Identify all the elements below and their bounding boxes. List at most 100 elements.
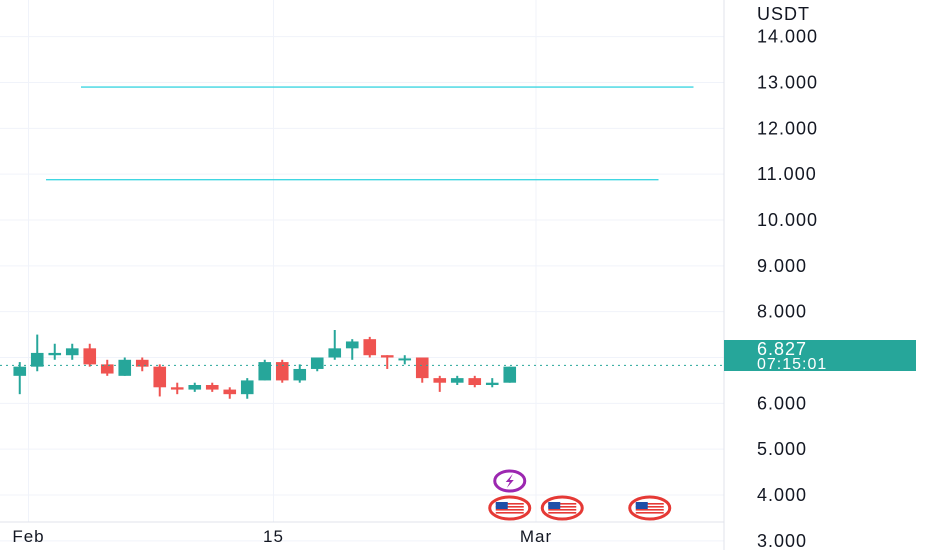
candle-body	[450, 378, 464, 383]
candle-body	[363, 339, 377, 356]
flag-stripe	[548, 509, 577, 511]
candle[interactable]	[170, 382, 184, 395]
candle[interactable]	[223, 387, 237, 399]
candle[interactable]	[398, 355, 412, 365]
candle-body	[485, 382, 499, 385]
candle-body	[135, 359, 149, 367]
candle[interactable]	[363, 336, 377, 358]
us-flag-icon[interactable]	[540, 495, 584, 521]
candle[interactable]	[118, 357, 132, 376]
candle-body	[415, 357, 429, 379]
candle-body	[30, 352, 44, 367]
candle-body	[310, 357, 324, 369]
y-tick-label: 14.000	[757, 27, 818, 47]
candle-body	[433, 378, 447, 383]
candle[interactable]	[240, 378, 254, 399]
candle-body	[100, 364, 114, 374]
grid-lines	[0, 0, 724, 542]
y-tick-label: 11.000	[757, 164, 817, 184]
candle[interactable]	[310, 357, 324, 372]
x-tick-label: 15	[263, 527, 284, 546]
lightning-bolt	[505, 474, 514, 488]
candle-body	[118, 359, 132, 376]
candle[interactable]	[503, 366, 517, 383]
candle[interactable]	[135, 357, 149, 372]
candle-countdown-label: 07:15:01	[757, 356, 827, 373]
flag-stripe	[495, 512, 524, 514]
flag-stripe	[495, 506, 524, 508]
candle-body	[83, 348, 97, 365]
us-flag-icon[interactable]	[628, 495, 672, 521]
currency-label: USDT	[757, 4, 810, 24]
candle[interactable]	[153, 364, 167, 397]
y-tick-label: 9.000	[757, 256, 807, 276]
current-price-label: 6.827	[757, 339, 807, 359]
flag-stripe	[548, 503, 577, 505]
flag-stripe	[495, 503, 524, 505]
y-tick-label: 6.000	[757, 393, 807, 413]
horizontal-levels[interactable]	[46, 86, 694, 181]
candle[interactable]	[188, 382, 202, 392]
candle[interactable]	[100, 359, 114, 376]
candle[interactable]	[13, 362, 27, 395]
candle-body	[188, 385, 202, 390]
flag-stripe	[495, 509, 524, 511]
candle-body	[380, 355, 394, 358]
candle-body	[398, 358, 412, 361]
candle[interactable]	[468, 375, 482, 388]
candle-body	[223, 389, 237, 395]
flag-canton	[635, 502, 648, 509]
candle-body	[170, 387, 184, 390]
candle[interactable]	[485, 378, 499, 388]
candle[interactable]	[345, 339, 359, 360]
y-tick-label: 3.000	[757, 531, 807, 550]
candle[interactable]	[65, 343, 79, 360]
flag-stripe	[635, 512, 664, 514]
flag-canton	[548, 502, 561, 509]
flag-stripe	[635, 506, 664, 508]
price-axis[interactable]: USDT 14.000 13.000 12.000 11.000 10.000 9.000…	[757, 4, 818, 551]
candle[interactable]	[328, 330, 342, 360]
y-tick-label: 10.000	[757, 210, 818, 230]
candle[interactable]	[415, 357, 429, 383]
candle[interactable]	[258, 359, 272, 381]
flag-stripe	[548, 506, 577, 508]
price-badge-bg	[724, 340, 916, 371]
candle-body	[345, 341, 359, 349]
candle-body	[258, 362, 272, 381]
event-markers[interactable]	[488, 469, 672, 521]
candle-body	[240, 380, 254, 395]
x-tick-label: Feb	[12, 527, 44, 546]
flag-canton	[495, 502, 508, 509]
time-axis[interactable]: Feb 15 Mar	[12, 527, 552, 546]
flag-stripe	[635, 503, 664, 505]
candle[interactable]	[450, 375, 464, 385]
candle-body	[275, 362, 289, 381]
flag-stripe	[635, 509, 664, 511]
candle-body	[153, 366, 167, 388]
price-badge: 6.827 07:15:01	[724, 339, 916, 373]
candle[interactable]	[293, 364, 307, 383]
flag-stripe	[548, 512, 577, 514]
candle-body	[48, 352, 62, 356]
candle[interactable]	[48, 343, 62, 360]
candle[interactable]	[275, 359, 289, 383]
y-tick-label: 12.000	[757, 118, 818, 138]
candle-body	[328, 348, 342, 358]
y-tick-label: 8.000	[757, 302, 807, 322]
candle-body	[503, 366, 517, 383]
candles[interactable]	[13, 330, 517, 399]
us-flag-icon[interactable]	[488, 495, 532, 521]
x-tick-label: Mar	[520, 527, 552, 546]
candle-body	[65, 348, 79, 356]
candle[interactable]	[433, 375, 447, 392]
candle[interactable]	[380, 355, 394, 369]
candle-body	[293, 368, 307, 381]
candle[interactable]	[205, 382, 219, 392]
lightning-icon[interactable]	[493, 469, 527, 493]
candle[interactable]	[83, 343, 97, 367]
y-tick-label: 4.000	[757, 485, 807, 505]
